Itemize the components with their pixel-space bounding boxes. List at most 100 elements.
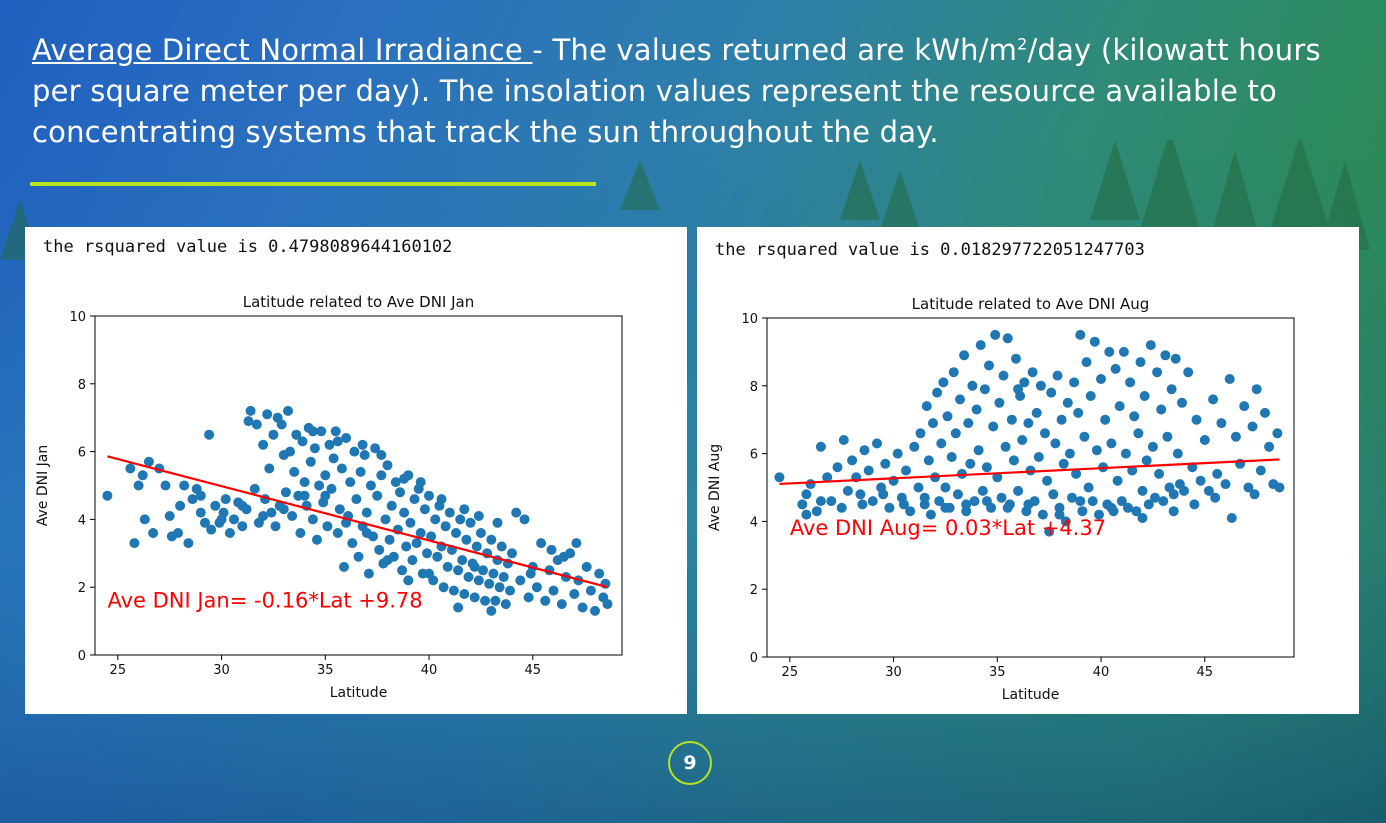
data-point <box>490 595 501 606</box>
data-point <box>961 499 972 510</box>
data-point <box>415 477 426 488</box>
data-point <box>276 419 287 430</box>
data-point <box>1183 367 1194 378</box>
data-point <box>361 528 372 538</box>
data-point <box>175 500 186 511</box>
data-point <box>774 472 785 483</box>
data-point <box>332 436 343 447</box>
data-point <box>424 568 434 579</box>
data-point <box>901 465 911 476</box>
y-tick-label: 4 <box>78 513 86 528</box>
data-point <box>855 489 866 500</box>
data-point <box>289 466 300 477</box>
data-point <box>440 521 451 532</box>
data-point <box>979 384 990 395</box>
data-point <box>525 568 536 579</box>
data-point <box>826 496 837 507</box>
data-point <box>299 477 310 488</box>
data-points <box>102 405 613 616</box>
data-point <box>936 438 947 449</box>
data-point <box>1096 374 1106 384</box>
data-point <box>347 538 358 549</box>
data-point <box>992 472 1003 483</box>
data-point <box>243 416 254 427</box>
data-point <box>283 405 293 416</box>
data-point <box>148 528 159 538</box>
data-point <box>341 433 352 443</box>
data-point <box>1037 509 1048 520</box>
data-point <box>984 360 994 371</box>
data-point <box>139 514 150 525</box>
data-point <box>531 582 542 593</box>
data-point <box>1081 357 1092 368</box>
data-point <box>952 489 963 500</box>
data-point <box>334 504 345 515</box>
data-point <box>811 506 822 517</box>
data-point <box>436 494 447 505</box>
data-point <box>1110 363 1121 374</box>
data-point <box>1023 418 1034 429</box>
data-point <box>967 380 978 391</box>
data-point <box>1208 394 1219 405</box>
data-point <box>1079 431 1090 442</box>
data-point <box>1274 482 1285 493</box>
data-point <box>940 482 951 493</box>
data-point <box>285 446 295 457</box>
data-point <box>461 534 472 545</box>
data-point <box>316 426 327 437</box>
data-point <box>486 534 497 545</box>
data-point <box>1135 357 1146 368</box>
data-point <box>867 496 878 507</box>
data-point <box>129 538 140 549</box>
data-point <box>1145 340 1156 351</box>
data-point <box>1203 485 1214 496</box>
data-point <box>251 419 262 430</box>
data-point <box>1077 506 1088 517</box>
data-point <box>1112 475 1123 486</box>
data-point <box>322 521 333 532</box>
data-point <box>278 504 289 515</box>
data-point <box>1162 431 1173 442</box>
data-point <box>448 585 459 596</box>
data-point <box>1056 414 1067 425</box>
data-point <box>913 482 924 493</box>
data-point <box>330 426 341 437</box>
data-point <box>1239 401 1250 412</box>
data-point <box>569 589 580 599</box>
data-point <box>1137 513 1148 523</box>
data-point <box>505 585 515 596</box>
y-tick-label: 10 <box>741 312 758 327</box>
data-point <box>863 465 874 476</box>
data-point <box>988 421 999 432</box>
title-body: /day (kilowatt hours per square meter pe… <box>32 33 1321 149</box>
data-point <box>602 599 613 610</box>
y-tick-label: 8 <box>750 380 758 395</box>
data-point <box>1052 370 1063 381</box>
data-point <box>384 534 395 545</box>
data-point <box>1251 384 1262 395</box>
y-tick-label: 4 <box>750 515 758 530</box>
data-point <box>996 492 1007 503</box>
data-point <box>838 435 849 445</box>
data-point <box>1013 384 1024 395</box>
data-point <box>386 500 397 511</box>
regression-equation: Ave DNI Aug= 0.03*Lat +4.37 <box>790 516 1106 540</box>
y-tick-label: 0 <box>78 649 86 664</box>
data-point <box>1073 407 1084 418</box>
y-tick-label: 0 <box>750 651 758 666</box>
title-heading: Average Direct Normal Irradiance <box>32 33 533 67</box>
data-point <box>401 541 412 552</box>
data-point <box>353 551 364 562</box>
data-point <box>397 565 408 576</box>
data-point <box>326 483 337 494</box>
data-point <box>932 387 943 398</box>
data-point <box>1035 380 1046 391</box>
data-point <box>1067 492 1077 503</box>
data-point <box>204 429 215 440</box>
data-point <box>486 605 497 616</box>
data-point <box>357 439 368 450</box>
data-point <box>380 514 391 525</box>
data-point <box>395 487 405 498</box>
data-point <box>453 565 464 576</box>
